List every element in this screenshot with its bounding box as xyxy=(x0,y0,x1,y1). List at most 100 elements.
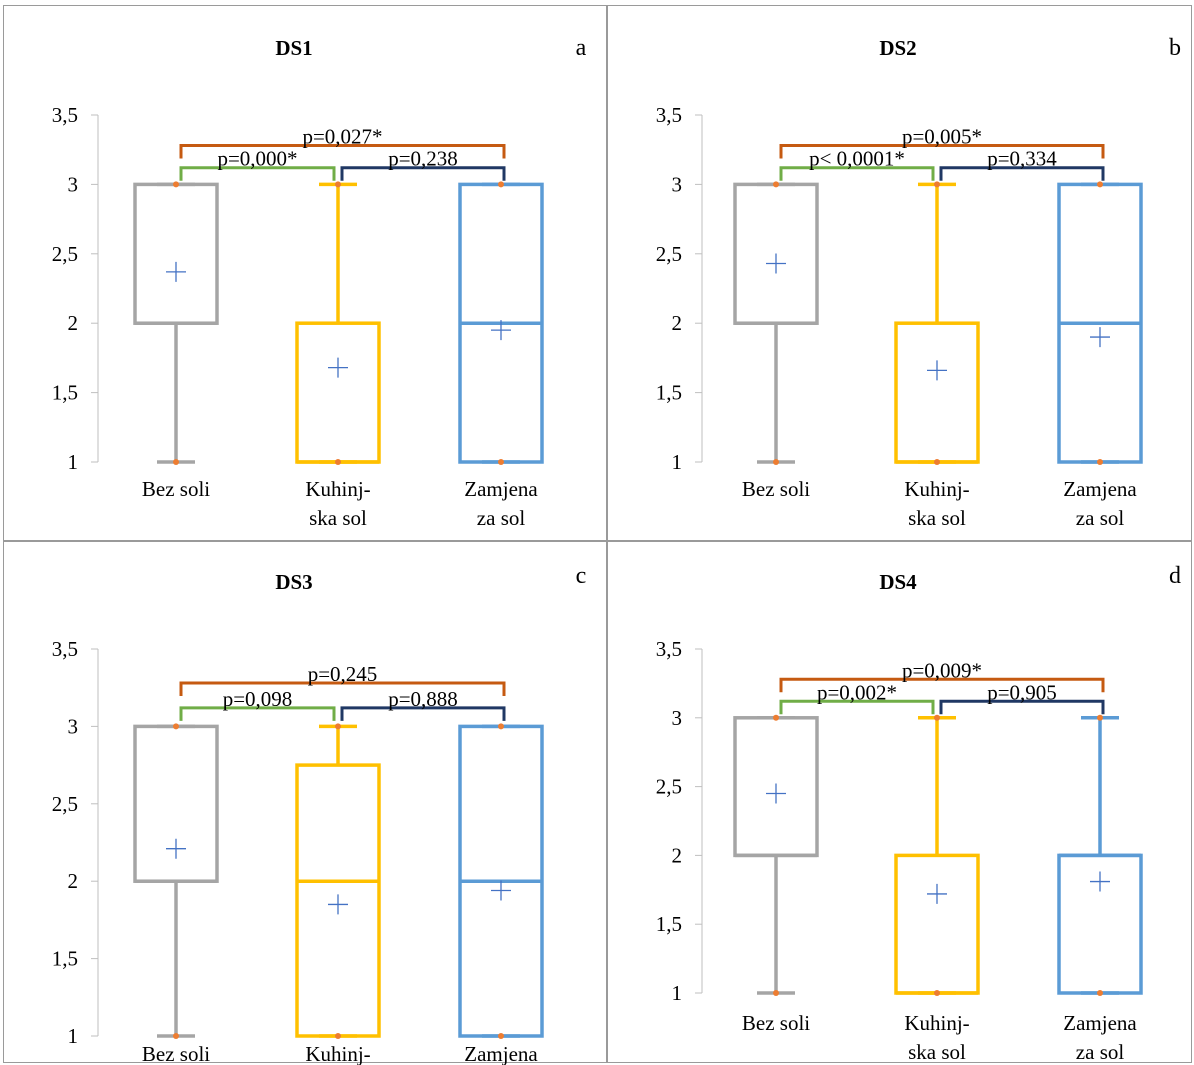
panel-ds2: DS2 b 1 1,5 2 2,5 3 3,5 Bez soli Kuhinj-ska sol Za… xyxy=(607,5,1192,541)
min-point xyxy=(934,990,940,996)
p-value-label: p=0,002* xyxy=(817,680,897,704)
panel-ds1: DS1 a 1 1,5 2 2,5 3 3,5 Bez soli Kuhinj-ska sol Za… xyxy=(3,5,607,541)
p-value-label: p=0,905 xyxy=(987,680,1057,704)
mean-marker xyxy=(166,839,186,859)
min-point xyxy=(335,459,341,465)
min-point xyxy=(498,459,504,465)
min-point xyxy=(934,459,940,465)
box-group xyxy=(896,715,978,996)
category-label: za sol xyxy=(1076,506,1125,530)
category-label: Bez soli xyxy=(742,477,810,501)
category-label: Zamjena xyxy=(464,477,538,501)
category-label: Kuhinj- xyxy=(904,477,969,501)
max-point xyxy=(1097,181,1103,187)
chart-title: DS4 xyxy=(879,570,917,594)
chart-ds3: DS3c11,522,533,5Bez soliKuhinj-ska solZa… xyxy=(4,542,608,1064)
min-point xyxy=(773,459,779,465)
chart-title: DS3 xyxy=(275,570,312,594)
max-point xyxy=(335,181,341,187)
p-value-label: p=0,009* xyxy=(902,658,982,682)
min-point xyxy=(173,1033,179,1039)
y-tick-label: 2 xyxy=(672,843,683,867)
p-value-label: p=0,888 xyxy=(388,687,458,711)
max-point xyxy=(498,723,504,729)
max-point xyxy=(773,715,779,721)
y-tick-label: 1,5 xyxy=(656,381,682,405)
chart-ds2: DS2 b 1 1,5 2 2,5 3 3,5 Bez soli Kuhinj-ska sol Za… xyxy=(608,6,1193,542)
category-label: Zamjena xyxy=(1063,477,1137,501)
iqr-box xyxy=(135,184,217,323)
box-group xyxy=(460,181,542,465)
p-value-label: p=0,027* xyxy=(302,125,382,149)
iqr-box xyxy=(896,323,978,462)
y-tick-label: 2,5 xyxy=(656,242,682,266)
y-tick-label: 3,5 xyxy=(656,637,682,661)
y-tick-label: 1 xyxy=(672,981,683,1005)
panel-ds4: DS4 d 1 1,5 2 2,5 3 3,5 Bez soli Kuhinj-ska sol Za… xyxy=(607,541,1192,1063)
box-group xyxy=(135,181,217,465)
y-tick-label: 3 xyxy=(68,172,79,196)
p-value-label: p=0,334 xyxy=(987,147,1057,171)
category-label: za sol xyxy=(477,506,526,530)
max-point xyxy=(1097,715,1103,721)
y-tick-label: 2,5 xyxy=(656,775,682,799)
p-value-label: p=0,098 xyxy=(223,687,293,711)
mean-marker xyxy=(491,880,511,900)
category-label: ska sol xyxy=(309,506,367,530)
min-point xyxy=(498,1033,504,1039)
category-label: Kuhinj- xyxy=(305,1042,370,1065)
p-value-label: p=0,005* xyxy=(902,125,982,149)
mean-marker xyxy=(927,360,947,380)
y-tick-label: 3,5 xyxy=(52,103,78,127)
min-point xyxy=(335,1033,341,1039)
y-tick-label: 2,5 xyxy=(52,792,78,816)
y-tick-label: 2 xyxy=(68,869,79,893)
category-label: Bez soli xyxy=(742,1011,810,1035)
max-point xyxy=(934,181,940,187)
max-point xyxy=(173,723,179,729)
category-label: Kuhinj- xyxy=(305,477,370,501)
y-tick-label: 3 xyxy=(672,172,683,196)
min-point xyxy=(173,459,179,465)
box-group xyxy=(460,723,542,1039)
mean-marker xyxy=(766,254,786,274)
p-value-label: p=0,245 xyxy=(308,662,378,686)
category-label: Kuhinj- xyxy=(904,1011,969,1035)
y-tick-label: 1,5 xyxy=(52,947,78,971)
chart-title: DS1 xyxy=(275,36,312,60)
chart-title: DS2 xyxy=(879,36,916,60)
y-tick-label: 1 xyxy=(68,450,79,474)
box-group xyxy=(1059,181,1141,465)
min-point xyxy=(1097,990,1103,996)
panel-letter: b xyxy=(1169,35,1181,61)
box-group xyxy=(297,181,379,465)
mean-marker xyxy=(766,783,786,803)
box-group xyxy=(735,715,817,996)
min-point xyxy=(1097,459,1103,465)
max-point xyxy=(934,715,940,721)
max-point xyxy=(773,181,779,187)
p-value-label: p< 0,0001* xyxy=(809,147,905,171)
category-label: Bez soli xyxy=(142,477,210,501)
box-group xyxy=(1059,715,1141,996)
box-group xyxy=(896,181,978,465)
min-point xyxy=(773,990,779,996)
mean-marker xyxy=(328,358,348,378)
category-label: za sol xyxy=(1076,1040,1125,1064)
category-label: ska sol xyxy=(908,1040,966,1064)
category-label: ska sol xyxy=(908,506,966,530)
mean-marker xyxy=(1090,872,1110,892)
mean-marker xyxy=(927,884,947,904)
y-tick-label: 1 xyxy=(68,1024,79,1048)
y-tick-label: 3,5 xyxy=(656,103,682,127)
mean-marker xyxy=(1090,327,1110,347)
mean-marker xyxy=(166,262,186,282)
chart-ds4: DS4 d11,522,533,5Bez soli Kuhinj-ska solZa… xyxy=(608,542,1193,1064)
p-value-label: p=0,000* xyxy=(217,147,297,171)
y-tick-label: 3,5 xyxy=(52,637,78,661)
category-label: Zamjena xyxy=(1063,1011,1137,1035)
y-tick-label: 2,5 xyxy=(52,242,78,266)
box-group xyxy=(135,723,217,1039)
y-tick-label: 2 xyxy=(68,311,79,335)
